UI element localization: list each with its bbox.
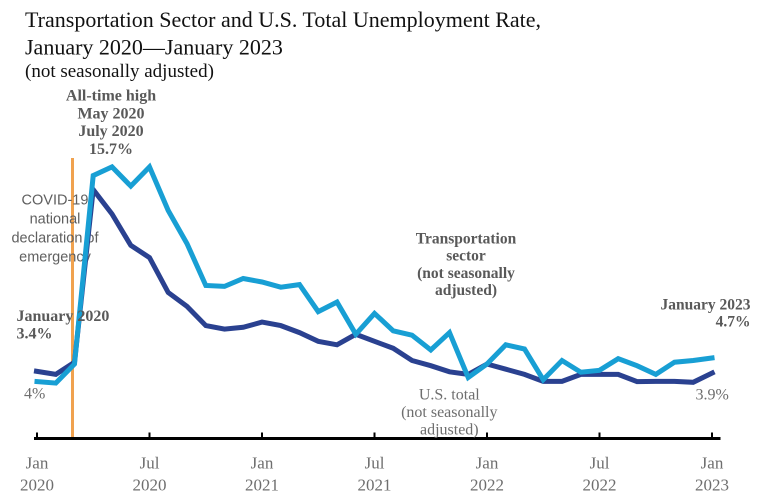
svg-text:4%: 4% <box>24 386 45 403</box>
svg-text:(not seasonally adjusted): (not seasonally adjusted) <box>25 61 214 82</box>
svg-text:COVID-19: COVID-19 <box>22 193 89 209</box>
svg-text:3.4%: 3.4% <box>17 326 53 343</box>
svg-text:declaration of: declaration of <box>11 231 99 247</box>
svg-text:2022: 2022 <box>583 475 617 494</box>
svg-text:15.7%: 15.7% <box>89 141 133 158</box>
svg-text:(not seasonally: (not seasonally <box>417 265 515 282</box>
svg-text:sector: sector <box>446 248 486 265</box>
svg-text:May 2020: May 2020 <box>77 105 144 122</box>
svg-text:2022: 2022 <box>470 475 504 494</box>
svg-text:adjusted): adjusted) <box>435 282 497 299</box>
svg-text:2023: 2023 <box>695 475 729 494</box>
svg-text:Jan: Jan <box>26 453 49 472</box>
svg-text:All-time high: All-time high <box>66 88 156 105</box>
svg-text:2020: 2020 <box>133 475 167 494</box>
svg-text:January 2023: January 2023 <box>661 296 751 313</box>
svg-text:emergency: emergency <box>19 250 91 266</box>
svg-text:Transportation Sector and U.S.: Transportation Sector and U.S. Total Une… <box>25 7 541 32</box>
svg-text:4.7%: 4.7% <box>716 313 751 330</box>
svg-text:2020: 2020 <box>20 475 54 494</box>
svg-text:3.9%: 3.9% <box>696 386 729 403</box>
svg-text:Jul: Jul <box>365 453 385 472</box>
svg-text:(not seasonally: (not seasonally <box>401 404 497 421</box>
svg-text:Transportation: Transportation <box>416 231 517 248</box>
svg-text:Jan: Jan <box>251 453 274 472</box>
svg-text:Jan: Jan <box>701 453 724 472</box>
svg-text:July 2020: July 2020 <box>78 123 143 140</box>
svg-text:January 2020—January 2023: January 2020—January 2023 <box>25 34 283 59</box>
svg-text:January 2020: January 2020 <box>17 308 110 325</box>
svg-text:Jan: Jan <box>476 453 499 472</box>
svg-text:adjusted): adjusted) <box>420 421 479 438</box>
svg-text:national: national <box>30 212 81 228</box>
svg-text:Jul: Jul <box>140 453 160 472</box>
svg-text:2021: 2021 <box>245 475 279 494</box>
svg-text:Jul: Jul <box>590 453 610 472</box>
svg-text:U.S. total: U.S. total <box>419 387 480 404</box>
svg-text:2021: 2021 <box>358 475 392 494</box>
